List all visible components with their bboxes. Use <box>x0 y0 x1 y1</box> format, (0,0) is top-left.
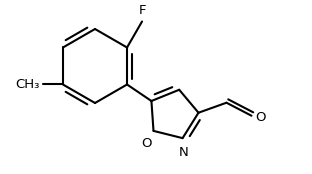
Text: O: O <box>256 111 266 124</box>
Text: CH₃: CH₃ <box>16 78 40 91</box>
Text: O: O <box>141 137 152 150</box>
Text: F: F <box>138 5 146 18</box>
Text: N: N <box>179 146 188 159</box>
